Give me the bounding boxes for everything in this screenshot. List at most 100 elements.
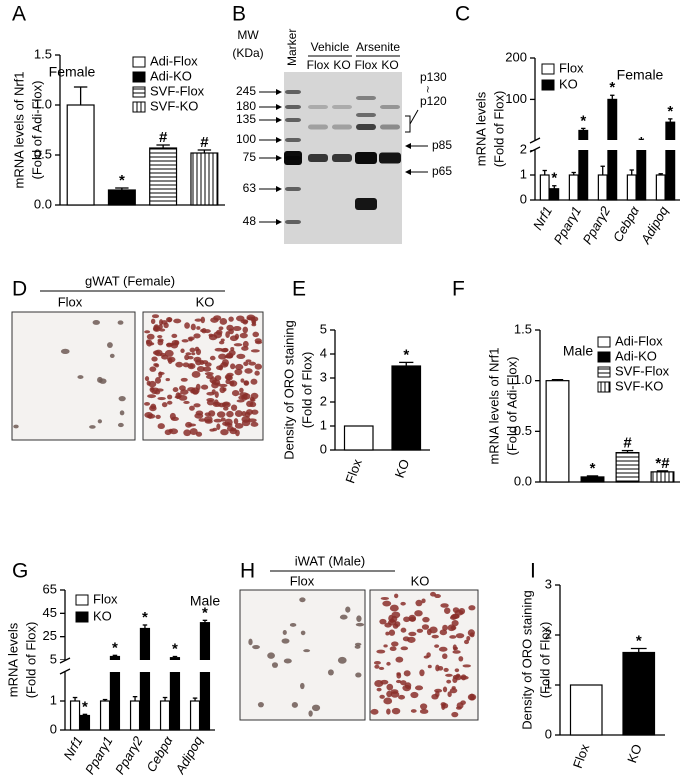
stained-cell xyxy=(171,333,178,339)
stained-cell xyxy=(216,423,221,430)
stained-cell xyxy=(431,634,439,639)
stained-cell xyxy=(389,604,399,612)
micrograph xyxy=(11,311,136,441)
stained-cell xyxy=(218,326,224,331)
stained-cell xyxy=(222,347,229,353)
stained-cell xyxy=(158,371,165,375)
stained-cell xyxy=(251,409,259,415)
stained-cell xyxy=(271,662,279,668)
stained-cell xyxy=(435,664,440,672)
stained-cell xyxy=(241,346,249,351)
blot-band xyxy=(285,90,301,94)
y-axis-label: (Fold of Adi-Flox) xyxy=(29,81,44,180)
stained-cell xyxy=(146,339,153,347)
stained-cell xyxy=(452,674,459,680)
legend-swatch xyxy=(132,71,146,83)
stained-cell xyxy=(386,708,391,715)
y-axis-label: mRNA levels xyxy=(5,622,20,697)
blot-band xyxy=(379,152,401,164)
mw-marker: 48 xyxy=(243,214,257,228)
stained-cell xyxy=(416,628,424,633)
panel-label: C xyxy=(455,3,470,26)
bar xyxy=(665,121,676,201)
x-tick-label: Flox xyxy=(570,742,593,771)
significance: * xyxy=(590,460,596,477)
stained-cell xyxy=(180,377,188,382)
stained-cell xyxy=(106,342,113,348)
stained-cell xyxy=(165,378,171,382)
significance: * xyxy=(636,632,642,649)
panel-label: H xyxy=(240,560,255,583)
blot-band xyxy=(285,138,301,142)
blot-band xyxy=(308,124,328,130)
y-tick-label: 25 xyxy=(43,628,57,643)
stained-cell xyxy=(449,635,457,639)
stained-cell xyxy=(254,338,262,344)
stained-cell xyxy=(451,711,459,718)
blot-band xyxy=(380,105,400,109)
stained-cell xyxy=(250,349,260,353)
legend-label: Flox xyxy=(559,60,584,75)
stained-cell xyxy=(289,623,297,627)
bar xyxy=(99,700,111,731)
blot-band xyxy=(332,105,352,109)
blot-band xyxy=(355,198,377,210)
stained-cell xyxy=(394,593,399,599)
stained-cell xyxy=(254,363,263,370)
stained-cell xyxy=(225,331,230,338)
stained-cell xyxy=(188,337,193,342)
bar xyxy=(568,174,579,201)
blot-band xyxy=(356,96,376,100)
y-tick-label: 2 xyxy=(320,393,327,408)
stained-cell xyxy=(231,389,240,397)
blot-band xyxy=(355,152,377,164)
stained-cell xyxy=(230,363,236,370)
y-tick-label: 1.0 xyxy=(514,372,532,387)
lane-label: KO xyxy=(333,58,350,72)
bar xyxy=(539,174,550,201)
stained-cell xyxy=(380,596,390,600)
stained-cell xyxy=(410,709,417,713)
stained-cell xyxy=(183,400,190,404)
x-tick-label: Pparγ2 xyxy=(579,203,613,247)
significance: * xyxy=(142,609,148,626)
stained-cell xyxy=(198,418,206,422)
stained-cell xyxy=(196,366,205,373)
stained-cell xyxy=(202,366,212,372)
stained-cell xyxy=(185,352,192,356)
stained-cell xyxy=(467,629,475,637)
legend-swatch xyxy=(541,79,555,91)
significance: * xyxy=(551,170,557,187)
stained-cell xyxy=(379,694,385,699)
bar xyxy=(79,714,91,731)
stained-cell xyxy=(470,694,475,701)
legend-label: Adi-KO xyxy=(615,348,657,363)
stained-cell xyxy=(191,352,196,356)
bar xyxy=(69,700,81,731)
stained-cell xyxy=(257,701,264,708)
bar xyxy=(549,188,560,201)
stained-cell xyxy=(242,319,248,325)
stained-cell xyxy=(154,363,160,368)
stained-cell xyxy=(452,650,461,654)
x-tick-label: Nrf1 xyxy=(530,204,555,233)
axis-break-mark xyxy=(529,146,541,153)
x-tick-label: Pparγ1 xyxy=(82,734,116,777)
stained-cell xyxy=(242,326,249,334)
stained-cell xyxy=(389,646,397,652)
stained-cell xyxy=(376,687,382,692)
stained-cell xyxy=(199,359,205,365)
legend-label: KO xyxy=(559,76,578,91)
stained-cell xyxy=(159,328,166,332)
stained-cell xyxy=(468,605,476,611)
stained-cell xyxy=(206,398,215,402)
stained-cell xyxy=(398,694,406,700)
stained-cell xyxy=(388,629,396,636)
stained-cell xyxy=(236,353,246,359)
y-tick-label: 0.0 xyxy=(34,196,52,211)
stained-cell xyxy=(337,656,347,664)
stained-cell xyxy=(220,338,225,342)
stained-cell xyxy=(218,340,225,345)
significance: * xyxy=(609,79,615,96)
stained-cell xyxy=(218,383,228,388)
